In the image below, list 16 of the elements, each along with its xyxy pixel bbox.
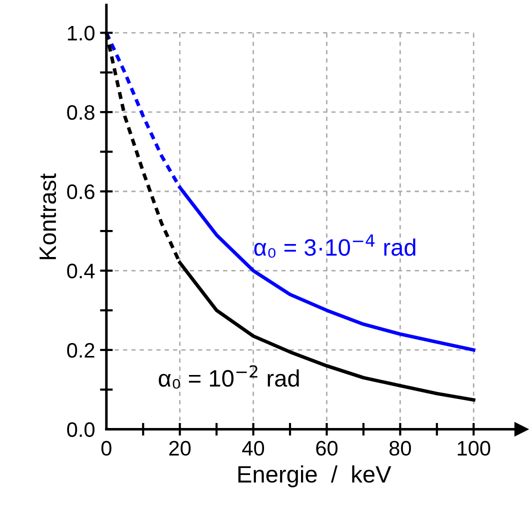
x-tick-label: 100 <box>458 440 490 456</box>
series-label: α₀ = 3·10$^{−4}$ rad <box>254 234 416 258</box>
x-tick-label: 40 <box>242 440 264 456</box>
x-axis-title: Energie / keV <box>238 465 392 488</box>
y-tick-label: 1.0 <box>68 26 94 41</box>
x-tick-label: 0 <box>101 440 112 456</box>
y-tick-label: 0.4 <box>67 264 95 278</box>
x-tick-label: 80 <box>389 440 411 456</box>
series-label: α₀ = 10$^{−2}$ rad <box>158 365 299 389</box>
y-tick-label: 0.2 <box>67 342 94 358</box>
y-axis-title: Kontrast <box>40 173 56 260</box>
y-tick-label: 0.6 <box>67 184 94 200</box>
y-tick-label: 0.8 <box>67 105 94 120</box>
x-tick-label: 60 <box>316 440 338 456</box>
y-tick-label: 0.0 <box>67 422 94 438</box>
x-tick-label: 20 <box>169 440 191 456</box>
